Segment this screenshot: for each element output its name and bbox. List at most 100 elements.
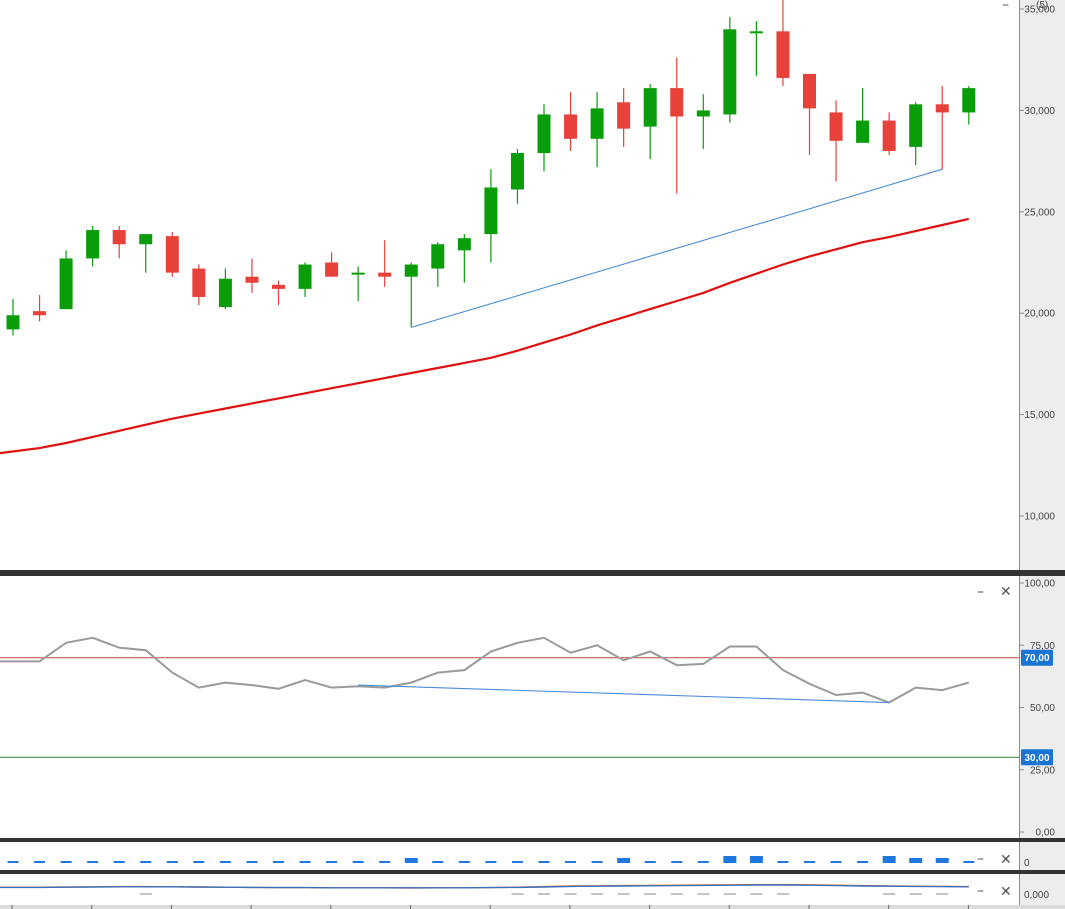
volume-pane[interactable]: 0	[7, 856, 1031, 869]
volume-bar[interactable]	[909, 858, 923, 863]
rsi-axis[interactable]: 100,00 75,00 50,00 25,00 0,00 70,00 30,00	[1019, 579, 1055, 839]
candle-body[interactable]	[325, 262, 339, 277]
volume-bar[interactable]	[246, 861, 258, 863]
volume-bar[interactable]	[458, 861, 470, 863]
volume-bar[interactable]	[723, 856, 737, 863]
oscillator-line[interactable]	[0, 884, 969, 889]
volume-bar[interactable]	[830, 861, 842, 863]
candle-body[interactable]	[86, 230, 100, 259]
candlestick-series[interactable]	[6, 0, 976, 336]
pane-controls[interactable]: – (5) – ✕ – ✕ – ✕	[977, 0, 1048, 900]
price-pane-minimize-icon[interactable]: –	[1002, 0, 1009, 13]
volume-bar[interactable]	[193, 861, 205, 863]
volume-bar[interactable]	[140, 861, 152, 863]
rsi-pane-minimize-icon[interactable]: –	[977, 584, 984, 600]
pane-separator[interactable]	[0, 570, 1065, 576]
candle-body[interactable]	[33, 311, 47, 316]
pane-separator[interactable]	[0, 870, 1065, 874]
rsi-level-tag[interactable]	[1021, 649, 1053, 666]
volume-bar[interactable]	[591, 861, 603, 863]
candle-body[interactable]	[457, 238, 471, 251]
candle-body[interactable]	[776, 31, 790, 78]
candle-body[interactable]	[909, 104, 923, 147]
candle-body[interactable]	[537, 114, 551, 153]
volume-bar[interactable]	[935, 858, 949, 863]
time-axis[interactable]	[11, 905, 969, 909]
volume-bar[interactable]	[219, 861, 231, 863]
volume-bar[interactable]	[113, 861, 125, 863]
candle-body[interactable]	[272, 284, 285, 289]
price-pane-corner-icon[interactable]: (5)	[1036, 0, 1048, 11]
candle-body[interactable]	[192, 268, 206, 297]
candle-body[interactable]	[245, 276, 259, 283]
volume-pane-close-icon[interactable]: ✕	[1000, 852, 1012, 868]
volume-pane-minimize-icon[interactable]: –	[977, 851, 984, 867]
rsi-trendline[interactable]	[358, 684, 890, 704]
volume-bar[interactable]	[857, 861, 869, 863]
volume-bar[interactable]	[644, 861, 656, 863]
volume-bar[interactable]	[963, 861, 975, 863]
candle-body[interactable]	[165, 236, 179, 273]
rsi-line[interactable]	[0, 636, 970, 704]
volume-bar[interactable]	[777, 861, 789, 863]
volume-bar[interactable]	[565, 861, 577, 863]
candle-body[interactable]	[617, 102, 631, 129]
candle-body[interactable]	[218, 278, 232, 308]
volume-bar[interactable]	[273, 861, 284, 863]
volume-bar[interactable]	[7, 861, 19, 863]
candle-body[interactable]	[696, 110, 710, 117]
volume-bar[interactable]	[538, 861, 550, 863]
rsi-level-tag[interactable]	[1021, 749, 1053, 766]
volume-bar[interactable]	[379, 861, 391, 863]
price-trendline-layer[interactable]	[411, 168, 943, 328]
rsi-pane[interactable]	[0, 636, 1019, 758]
oscillator-pane[interactable]: 0,000	[0, 883, 1049, 901]
candle-body[interactable]	[856, 120, 870, 143]
oscillator-pane-close-icon[interactable]: ✕	[1000, 884, 1012, 900]
candle-body[interactable]	[510, 152, 524, 190]
volume-bar[interactable]	[511, 861, 523, 863]
volume-bar[interactable]	[326, 861, 338, 863]
volume-bar[interactable]	[749, 856, 763, 863]
candle-body[interactable]	[670, 88, 684, 117]
price-trendline[interactable]	[411, 168, 943, 328]
candle-body[interactable]	[590, 108, 604, 139]
moving-average-line[interactable]	[0, 217, 970, 455]
candle-body[interactable]	[643, 88, 657, 127]
volume-bar[interactable]	[352, 861, 364, 863]
volume-bar[interactable]	[404, 858, 418, 863]
volume-bar[interactable]	[432, 861, 444, 863]
candle-body[interactable]	[723, 29, 737, 115]
candle-body[interactable]	[112, 230, 126, 245]
volume-bar[interactable]	[485, 861, 497, 863]
candle-body[interactable]	[803, 73, 816, 109]
candle-body[interactable]	[6, 315, 20, 330]
volume-bar[interactable]	[882, 856, 896, 863]
candle-body[interactable]	[298, 264, 312, 289]
volume-bar[interactable]	[671, 861, 683, 863]
candle-body[interactable]	[139, 234, 153, 245]
volume-bar[interactable]	[697, 861, 709, 863]
candle-body[interactable]	[749, 31, 763, 34]
volume-bar[interactable]	[804, 861, 815, 863]
candle-body[interactable]	[564, 114, 578, 139]
candle-body[interactable]	[484, 187, 498, 235]
volume-bar[interactable]	[166, 861, 178, 863]
candle-body[interactable]	[378, 272, 392, 277]
candle-body[interactable]	[935, 104, 949, 113]
candle-body[interactable]	[59, 258, 73, 310]
volume-bar[interactable]	[299, 861, 311, 863]
candle-body[interactable]	[351, 272, 365, 275]
volume-bar[interactable]	[60, 861, 72, 863]
rsi-pane-close-icon[interactable]: ✕	[1000, 584, 1012, 600]
candle-body[interactable]	[962, 88, 976, 113]
price-axis[interactable]: 35,000 30,000 25,000 20,000 15,000 10,000	[1019, 5, 1055, 523]
volume-bar[interactable]	[617, 858, 631, 863]
candle-body[interactable]	[431, 244, 445, 269]
candle-body[interactable]	[404, 264, 418, 277]
candle-body[interactable]	[882, 120, 896, 151]
oscillator-pane-minimize-icon[interactable]: –	[977, 883, 984, 899]
pane-separator[interactable]	[0, 838, 1065, 842]
